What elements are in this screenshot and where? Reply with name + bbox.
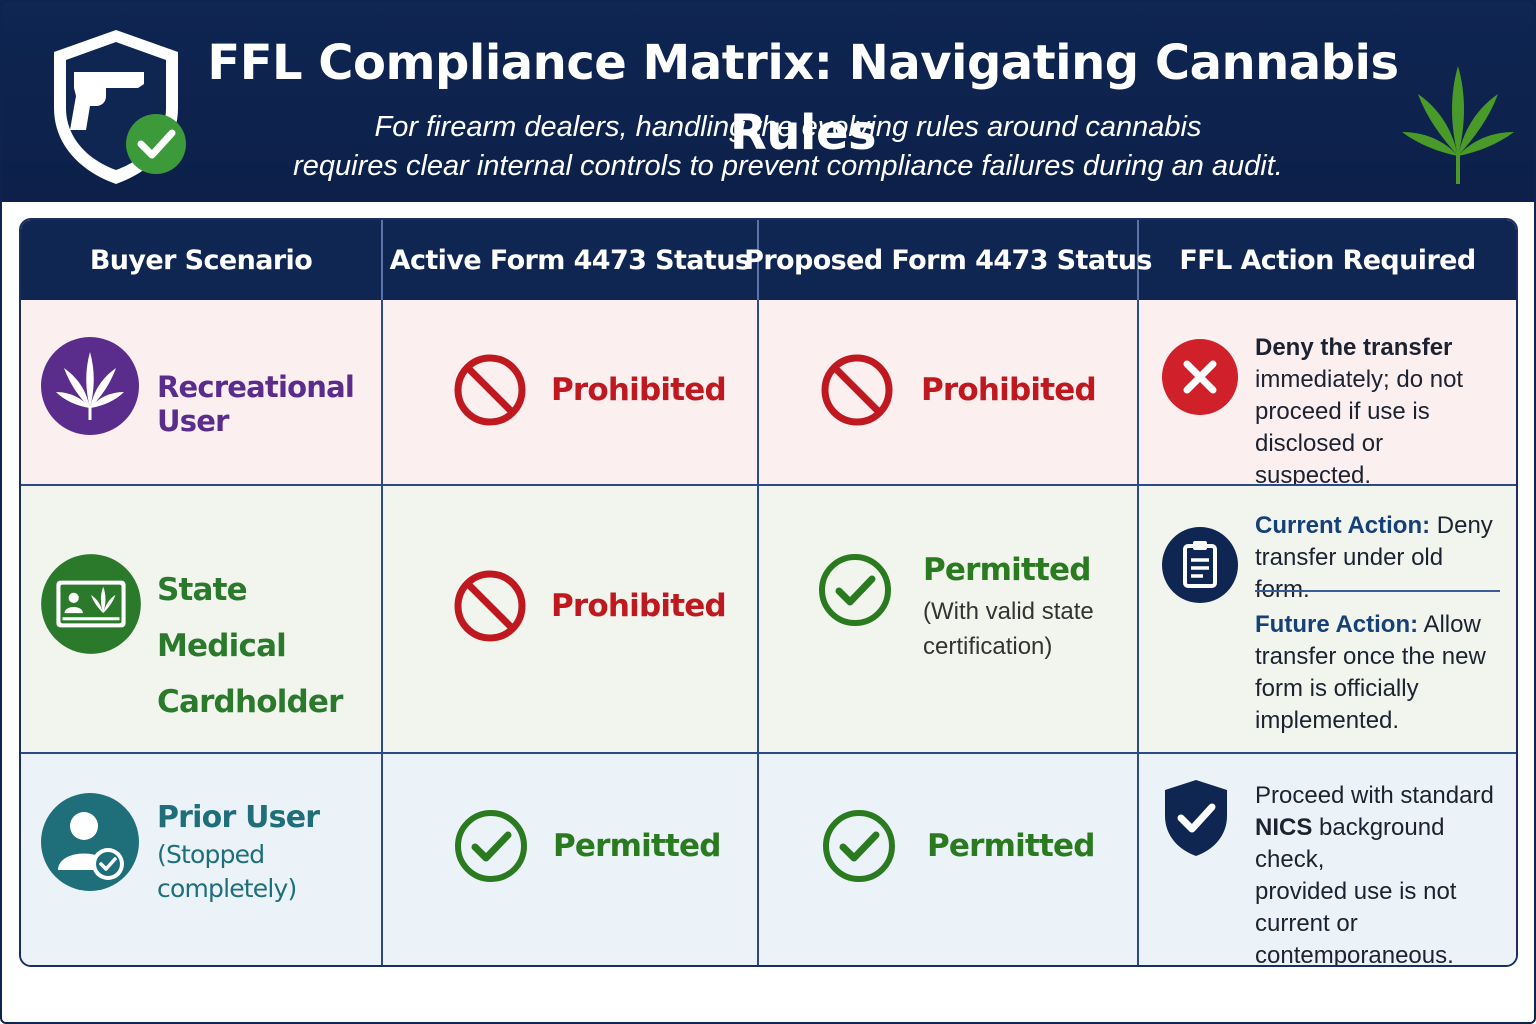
action-cell: Deny the transfer immediately; do not pr…: [1139, 300, 1516, 489]
column-header: Buyer Scenario: [21, 220, 383, 300]
subtitle-line: For firearm dealers, handling the evolvi…: [374, 111, 1202, 143]
page-subtitle: For firearm dealers, handling the evolvi…: [230, 108, 1346, 186]
active-status-cell: Prohibited: [383, 486, 759, 752]
action-line: form is officially: [1255, 675, 1419, 702]
check-circle-icon: [455, 810, 527, 882]
scenario-cell: State Medical Cardholder: [21, 486, 383, 752]
action-text: Deny the transfer immediately; do not pr…: [1255, 332, 1502, 492]
scenario-label-line: (Stopped: [157, 840, 265, 869]
proposed-status-cell: Prohibited: [759, 300, 1139, 484]
column-header-label: Buyer Scenario: [89, 244, 313, 276]
shield-pistol-check-icon: [54, 30, 186, 184]
compliance-matrix-table: Buyer Scenario Active Form 4473 Status P…: [19, 218, 1518, 967]
action-line: contemporaneous.: [1255, 942, 1454, 967]
cannabis-leaf-icon: [41, 337, 139, 435]
column-header: FFL Action Required: [1139, 220, 1516, 300]
table-header-row: Buyer Scenario Active Form 4473 Status P…: [21, 220, 1516, 300]
status-note-line: certification): [923, 633, 1053, 660]
current-action-lead: Current Action:: [1255, 512, 1431, 539]
column-header: Proposed Form 4473 Status: [744, 220, 1152, 300]
subtitle-line: requires clear internal controls to prev…: [293, 150, 1283, 182]
current-action-text: Current Action: Deny transfer under old …: [1255, 510, 1502, 606]
column-header-label: Proposed Form 4473 Status: [744, 244, 1152, 276]
proposed-status-cell: Permitted: [759, 754, 1139, 965]
action-line: provided use is not: [1255, 878, 1457, 905]
action-line: Allow: [1423, 611, 1481, 638]
scenario-label: Prior User (Stopped completely): [157, 798, 320, 906]
table-row: Prior User (Stopped completely) Permitte…: [21, 752, 1516, 967]
check-circle-icon: [823, 810, 895, 882]
prohibited-icon: [821, 354, 893, 426]
page-title: FFL Compliance Matrix: Navigating Cannab…: [207, 35, 1399, 161]
medical-card-icon: [41, 554, 141, 654]
action-cell: Proceed with standard NICS background ch…: [1139, 754, 1516, 967]
status-label: Permitted: [927, 828, 1095, 864]
future-action-text: Future Action: Allow transfer once the n…: [1255, 609, 1502, 737]
action-line: immediately; do not: [1255, 366, 1464, 393]
status-label: Permitted: [923, 552, 1091, 588]
status-label: Prohibited: [551, 588, 727, 624]
column-header-label: FFL Action Required: [1179, 244, 1476, 276]
future-action-lead: Future Action:: [1255, 611, 1419, 638]
status-label: Prohibited: [551, 372, 727, 408]
proposed-status-cell: Permitted (With valid state certificatio…: [759, 486, 1139, 752]
action-line: Deny: [1436, 512, 1493, 539]
table-row: State Medical Cardholder Prohibited Perm…: [21, 484, 1516, 752]
header-banner: FFL Compliance Matrix: Navigating Cannab…: [0, 0, 1536, 202]
action-text: Proceed with standard NICS background ch…: [1255, 780, 1502, 967]
scenario-label-line: Prior User: [157, 800, 320, 835]
scenario-label-line: completely): [157, 874, 297, 903]
action-cell: Current Action: Deny transfer under old …: [1139, 486, 1516, 752]
scenario-cell: Recreational User: [21, 300, 383, 484]
deny-x-icon: [1162, 339, 1238, 415]
action-emphasis: Deny the transfer: [1255, 334, 1453, 361]
active-status-cell: Permitted: [383, 754, 759, 965]
clipboard-icon: [1162, 527, 1238, 603]
user-check-icon: [41, 793, 139, 891]
check-circle-icon: [819, 554, 891, 626]
scenario-label: Recreational User: [157, 370, 355, 438]
action-line: proceed if use is: [1255, 398, 1430, 425]
scenario-label-line: State Medical: [157, 572, 287, 664]
status-note: (With valid state certification): [923, 594, 1094, 664]
cannabis-leaf-icon: [1402, 66, 1514, 184]
prohibited-icon: [454, 570, 526, 642]
action-line: implemented.: [1255, 707, 1400, 734]
scenario-label-line: Cardholder: [157, 684, 343, 720]
table-row: Recreational User Prohibited Prohibited …: [21, 300, 1516, 489]
action-emphasis: NICS: [1255, 814, 1313, 841]
scenario-cell: Prior User (Stopped completely): [21, 754, 383, 965]
shield-check-icon: [1165, 780, 1227, 856]
scenario-label: State Medical Cardholder: [157, 562, 381, 730]
column-header: Active Form 4473 Status: [383, 220, 759, 300]
column-header-label: Active Form 4473 Status: [389, 244, 751, 276]
action-line: transfer under old form.: [1255, 544, 1444, 603]
status-label: Prohibited: [921, 372, 1097, 408]
prohibited-icon: [454, 354, 526, 426]
action-divider: [1255, 590, 1500, 592]
status-label: Permitted: [553, 828, 721, 864]
action-line: background check,: [1255, 814, 1445, 873]
status-note-line: (With valid state: [923, 598, 1094, 625]
active-status-cell: Prohibited: [383, 300, 759, 484]
action-line: transfer once the new: [1255, 643, 1486, 670]
action-line: disclosed or suspected.: [1255, 430, 1384, 489]
action-line: Proceed with standard: [1255, 782, 1494, 809]
action-line: current or: [1255, 910, 1358, 937]
